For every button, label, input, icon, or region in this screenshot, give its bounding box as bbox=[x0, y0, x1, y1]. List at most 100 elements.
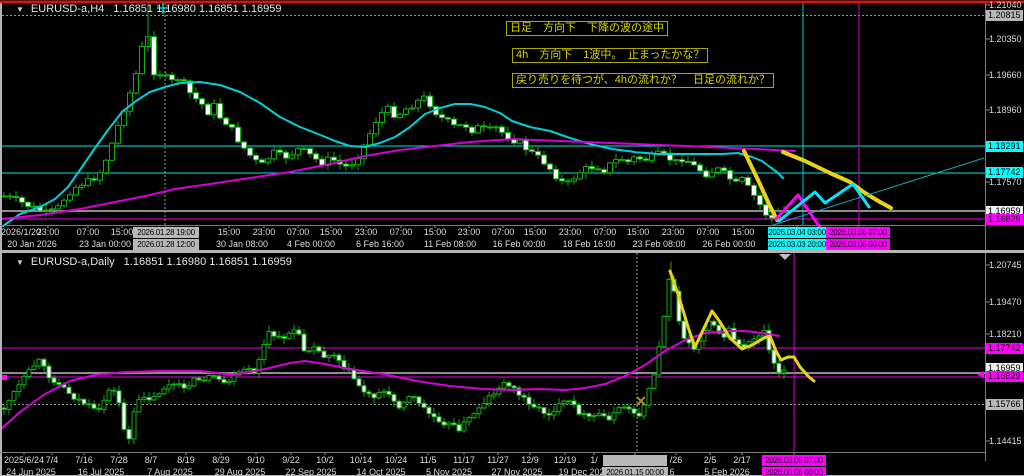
time-label-box: 2026.03.06 00:00 bbox=[826, 239, 890, 250]
daily-panel-title[interactable]: ▼ EURUSD-a,Daily 1.16851 1.16980 1.16851 1… bbox=[16, 256, 292, 268]
time-label: 4 Feb 00:00 bbox=[286, 239, 336, 249]
triangle-down-icon[interactable] bbox=[779, 254, 791, 260]
yellow-retrace-line[interactable] bbox=[781, 150, 893, 210]
time-label: 15:00 bbox=[217, 227, 241, 237]
time-label: 7/16 bbox=[75, 455, 93, 465]
time-label: 07:00 bbox=[286, 227, 310, 237]
time-label: 10/14 bbox=[349, 455, 373, 465]
time-label: 07:00 bbox=[491, 227, 515, 237]
scale-separator-daily bbox=[985, 253, 986, 461]
teal-trendline[interactable] bbox=[769, 157, 985, 227]
time-label: 2026/1/20 bbox=[0, 227, 42, 237]
yellow-wave-line[interactable] bbox=[668, 269, 816, 383]
time-label-box: 2026.03.03 20:00 bbox=[768, 239, 826, 250]
time-label-box: 2026.01.28 12:00 bbox=[133, 239, 199, 250]
time-label: 23:00 bbox=[36, 227, 60, 237]
time-label: 9/22 bbox=[282, 455, 300, 465]
time-label: 15:00 bbox=[523, 227, 547, 237]
panel-splitter[interactable] bbox=[0, 250, 1024, 253]
time-label-box: 2026.01.28 19:00 bbox=[133, 227, 199, 238]
price-tick-label: 1.18960 bbox=[989, 105, 1022, 115]
time-label: 23:00 bbox=[558, 227, 582, 237]
annotation-text-box[interactable]: 日足 方向下 下降の波の途中 bbox=[506, 21, 668, 36]
daily-chart-plot-area[interactable] bbox=[2, 253, 985, 452]
axis-separator-daily bbox=[0, 452, 986, 453]
time-label: 29 Aug 2025 bbox=[214, 467, 266, 476]
time-label: 6 Feb 16:00 bbox=[355, 239, 405, 249]
price-label-box: 1.16959 bbox=[986, 363, 1023, 374]
time-label: 15:00 bbox=[319, 227, 343, 237]
ma-slow-magenta bbox=[1, 330, 780, 429]
time-label-box: 2026.03.04 03:00 bbox=[768, 227, 826, 238]
time-label: 11/5 bbox=[419, 455, 437, 465]
time-label: 07:00 bbox=[593, 227, 617, 237]
time-label: 8/19 bbox=[177, 455, 195, 465]
time-label: 15:00 bbox=[626, 227, 650, 237]
time-label: 24 Jun 2025 bbox=[6, 467, 56, 476]
time-label-box: 2026.03.06 07:00 bbox=[762, 455, 826, 466]
time-label: 11/17 bbox=[453, 455, 475, 465]
time-label: 7/28 bbox=[110, 455, 128, 465]
time-label: 8/29 bbox=[212, 455, 230, 465]
time-label: 20 Jan 2026 bbox=[7, 239, 57, 249]
annotation-text-box[interactable]: 4h 方向下 1波中。 止まったかな？ bbox=[512, 48, 709, 63]
anchor-square-icon[interactable] bbox=[2, 375, 7, 380]
time-label: 07:00 bbox=[76, 227, 100, 237]
collapse-triangle-icon[interactable]: ▼ bbox=[16, 258, 24, 267]
h4-panel-title[interactable]: ▼ EURUSD-a,H4 1.16851 1.16980 1.16851 1.16… bbox=[16, 3, 282, 15]
price-label-box: 1.16829 bbox=[986, 371, 1023, 382]
time-label-box: 2026.03.06 07:00 bbox=[826, 227, 890, 238]
scale-separator-h4 bbox=[985, 3, 986, 250]
time-label-box: 2026.03.06 00:00 bbox=[762, 467, 826, 476]
time-label: 23 Jan 00:00 bbox=[78, 239, 132, 249]
time-label: 18 Feb 16:00 bbox=[562, 239, 616, 249]
price-label-box: 1.17742 bbox=[986, 343, 1023, 354]
time-label: 6 bbox=[669, 467, 675, 476]
symbol-timeframe-label: EURUSD-a,H4 bbox=[30, 3, 105, 15]
active-window-border-red bbox=[0, 1, 1024, 3]
price-label-box: 1.17742 bbox=[986, 167, 1023, 178]
time-label: 12/9 bbox=[521, 455, 539, 465]
time-label: 23:00 bbox=[457, 227, 481, 237]
time-label: 15:00 bbox=[731, 227, 755, 237]
time-label: 12/19 bbox=[553, 455, 577, 465]
time-label: 1/ bbox=[590, 455, 598, 465]
price-tick-label: 1.18210 bbox=[989, 329, 1022, 339]
axis-separator-h4 bbox=[0, 225, 986, 226]
time-label: 07:00 bbox=[389, 227, 413, 237]
time-label: 7/4 bbox=[45, 455, 59, 465]
time-label: 7 Aug 2025 bbox=[147, 467, 193, 476]
cyan-zigzag[interactable] bbox=[777, 182, 871, 223]
time-label: 15:00 bbox=[423, 227, 447, 237]
magenta-zigzag[interactable] bbox=[774, 193, 825, 234]
collapse-triangle-icon[interactable]: ▼ bbox=[16, 5, 24, 14]
time-label: 16 Feb 00:00 bbox=[492, 239, 546, 249]
time-label: 2025/6/24 bbox=[3, 455, 45, 465]
price-label-box: 1.16829 bbox=[986, 214, 1023, 225]
time-label: 30 Jan 08:00 bbox=[215, 239, 269, 249]
time-label: 2/17 bbox=[733, 455, 751, 465]
ohlc-values: 1.16851 1.16980 1.16851 1.16959 bbox=[113, 3, 282, 15]
time-label-box: 2026.01.15 00:00 bbox=[602, 467, 668, 476]
ma-fast-cyan bbox=[2, 81, 784, 227]
time-label: 2/5 bbox=[703, 455, 717, 465]
price-label-box: 1.20815 bbox=[986, 10, 1023, 21]
yellow-impulse-line[interactable] bbox=[742, 149, 779, 222]
annotation-text-box[interactable]: 戻り売りを待つが、4hの流れか？ 日足の流れか？ bbox=[512, 73, 775, 88]
ma-slow-magenta bbox=[1, 138, 796, 220]
time-label: 10/24 bbox=[384, 455, 408, 465]
x-marker-icon[interactable] bbox=[636, 396, 646, 406]
h4-chart-plot-area[interactable] bbox=[2, 3, 985, 225]
active-window-border-top bbox=[0, 0, 1024, 1]
time-label: 14 Oct 2025 bbox=[356, 467, 406, 476]
price-label-box: 1.18291 bbox=[986, 141, 1023, 152]
time-label: 23:00 bbox=[661, 227, 685, 237]
time-label: 11/27 bbox=[487, 455, 509, 465]
time-label: 16 Jul 2025 bbox=[77, 467, 125, 476]
ohlc-values: 1.16851 1.16980 1.16851 1.16959 bbox=[123, 256, 292, 268]
price-tick-label: 1.20745 bbox=[989, 260, 1022, 270]
time-label: 23:00 bbox=[354, 227, 378, 237]
time-label: 5 Feb 2026 bbox=[704, 467, 750, 476]
